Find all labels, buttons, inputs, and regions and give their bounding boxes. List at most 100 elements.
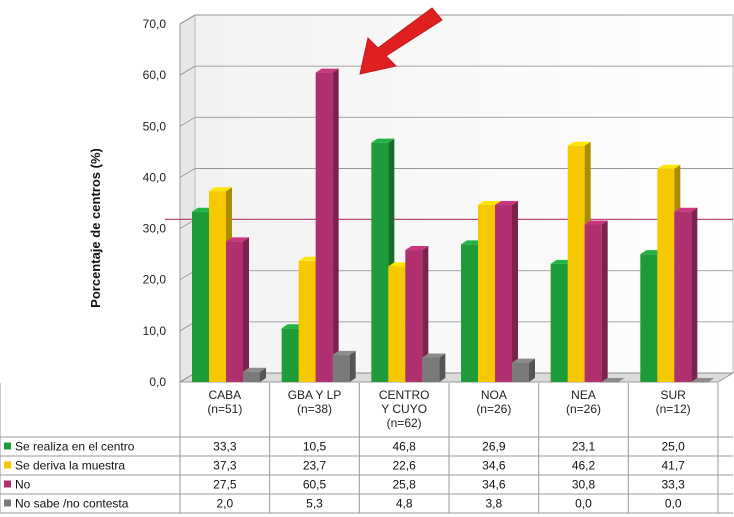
bar-front	[315, 72, 333, 382]
bar-front	[461, 244, 478, 382]
table-cell-value: 4,8	[396, 497, 413, 511]
table-cell-value: 46,8	[392, 440, 416, 454]
bar-side	[349, 350, 356, 382]
table-cell-value: 5,3	[306, 497, 323, 511]
bar-side	[529, 358, 535, 382]
bar-front	[226, 241, 243, 382]
bar-front	[209, 191, 226, 382]
bar-no-sabe-no-contesta-4	[601, 378, 625, 383]
gridline-depth	[179, 168, 196, 178]
bar-front	[674, 211, 692, 382]
y-tick-label: 30,0	[143, 222, 167, 236]
bar-front	[640, 254, 658, 382]
table-cell-value: 22,6	[392, 459, 416, 473]
table-cell-value: 41,7	[661, 459, 685, 473]
bar-front	[243, 371, 260, 382]
annotation-arrow	[359, 7, 443, 75]
legend-swatch	[4, 442, 11, 450]
bar-top	[478, 201, 501, 206]
bar-no-4	[584, 220, 608, 382]
category-label: NOA	[481, 388, 507, 402]
legend-swatch	[4, 499, 11, 507]
gridline-depth	[179, 14, 196, 25]
table-cell-value: 34,6	[482, 459, 506, 473]
bar-front	[281, 328, 299, 382]
category-label: Y CUYO	[381, 402, 427, 416]
table-cell-value: 60,5	[303, 478, 327, 492]
bars	[192, 68, 715, 383]
legend-label: Se deriva la muestra	[15, 459, 125, 473]
bar-no-0	[226, 237, 249, 382]
bar-front	[332, 354, 350, 382]
category-label: (n=62)	[387, 416, 422, 430]
category-label: (n=38)	[297, 402, 332, 416]
y-tick-label: 20,0	[143, 273, 167, 287]
bar-top	[512, 358, 535, 363]
table-cell-value: 3,8	[485, 497, 502, 511]
bar-front	[405, 250, 423, 382]
table-cell-value: 37,3	[213, 459, 237, 473]
category-label: CENTRO	[379, 388, 430, 402]
bar-front	[478, 205, 495, 382]
bar-top	[674, 207, 698, 212]
bar-front	[584, 224, 602, 382]
bar-top	[243, 367, 266, 372]
bar-front	[422, 357, 440, 382]
bar-side	[601, 220, 608, 382]
bar-front	[371, 142, 389, 382]
bar-side	[243, 237, 249, 382]
bar-front	[298, 260, 316, 382]
table-cell-value: 10,5	[303, 440, 327, 454]
table-cell-value: 25,8	[392, 478, 416, 492]
y-axis-ticks: 0,0 10,0 20,0 30,0 40,0 50,0 60,0 70,0	[143, 17, 167, 389]
table-cell-value: 23,7	[303, 459, 327, 473]
table-cell-value: 23,1	[572, 440, 596, 454]
category-label: (n=26)	[566, 402, 601, 416]
y-tick-label: 0,0	[149, 375, 166, 389]
bar-front	[512, 362, 529, 382]
bar-front	[657, 168, 675, 382]
bar-front	[495, 205, 512, 382]
y-tick-label: 10,0	[143, 324, 167, 338]
table-cell-value: 0,0	[575, 497, 592, 511]
bar-front	[601, 382, 619, 383]
bar-side	[332, 68, 339, 382]
bar-top	[422, 353, 446, 358]
legend-label: Se realiza en el centro	[15, 440, 135, 454]
bar-top	[567, 141, 591, 146]
bar-front	[567, 145, 585, 382]
category-label: SUR	[660, 388, 686, 402]
bar-side	[691, 207, 698, 382]
bar-top	[657, 164, 681, 169]
table-cell-value: 33,3	[213, 440, 237, 454]
bar-side	[260, 367, 266, 382]
table-cell-value: 33,3	[661, 478, 685, 492]
bar-top	[495, 201, 518, 206]
category-label: (n=51)	[207, 402, 242, 416]
gridline-depth	[179, 65, 196, 76]
category-label: (n=12)	[656, 402, 691, 416]
table-cell-value: 0,0	[665, 497, 682, 511]
bar-top	[405, 246, 429, 251]
bar-no-sabe-no-contesta-3	[512, 358, 535, 382]
table-cell-value: 25,0	[661, 440, 685, 454]
category-label: (n=26)	[476, 402, 511, 416]
legend-swatch	[4, 480, 11, 488]
bar-top	[601, 378, 625, 382]
bar-no-3	[495, 201, 518, 382]
bar-top	[209, 187, 232, 192]
bar-no-sabe-no-contesta-0	[243, 367, 266, 382]
y-tick-label: 70,0	[143, 17, 167, 31]
y-tick-label: 60,0	[143, 68, 167, 82]
bar-top	[691, 378, 715, 382]
bar-front	[691, 382, 709, 383]
category-label: NEA	[571, 388, 596, 402]
bar-side	[439, 353, 446, 382]
bar-side	[512, 201, 518, 382]
bar-no-5	[674, 207, 698, 382]
category-label: CABA	[208, 388, 241, 402]
bar-no-sabe-no-contesta-5	[691, 378, 715, 383]
bar-top	[371, 138, 395, 143]
